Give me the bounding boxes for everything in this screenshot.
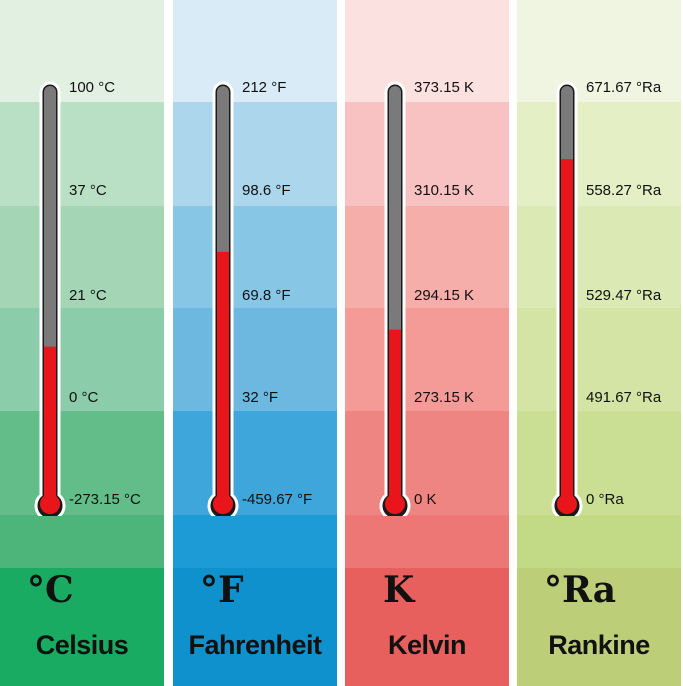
- fahrenheit-bulb: [213, 494, 233, 514]
- fahrenheit-color-band: [173, 515, 337, 568]
- rankine-color-band: [517, 206, 681, 308]
- fahrenheit-tick-label: 212 °F: [242, 79, 287, 96]
- rankine-scale-name: Rankine: [548, 630, 650, 660]
- kelvin-tick-label: 294.15 K: [414, 287, 475, 304]
- fahrenheit-column: 212 °F 98.6 °F 69.8 °F 32 °F -459.67 °F °F Fah…: [173, 0, 337, 686]
- celsius-color-band: [0, 568, 164, 686]
- rankine-tick-label: 491.67 °Ra: [586, 389, 662, 406]
- fahrenheit-unit-symbol: °F: [200, 569, 244, 611]
- kelvin-color-band: [345, 411, 509, 515]
- celsius-color-band: [0, 515, 164, 568]
- kelvin-tick-label: 273.15 K: [414, 389, 475, 406]
- kelvin-color-band: [345, 568, 509, 686]
- rankine-color-band: [517, 515, 681, 568]
- rankine-color-band: [517, 0, 681, 102]
- rankine-color-band: [517, 568, 681, 686]
- kelvin-scale-name: Kelvin: [387, 630, 467, 660]
- kelvin-thermometer: [379, 81, 411, 516]
- kelvin-color-band: [345, 308, 509, 411]
- fahrenheit-tick-label: 32 °F: [242, 389, 279, 406]
- fahrenheit-color-band: [173, 411, 337, 515]
- rankine-thermometer: [551, 81, 583, 516]
- rankine-unit-symbol: °Ra: [544, 569, 617, 611]
- rankine-column: 671.67 °Ra 558.27 °Ra 529.47 °Ra 491.67 °Ra…: [517, 0, 681, 686]
- kelvin-bulb: [385, 494, 405, 514]
- fahrenheit-color-band: [173, 568, 337, 686]
- celsius-color-band: [0, 308, 164, 411]
- rankine-tick-label: 558.27 °Ra: [586, 182, 662, 199]
- celsius-scale-name: Celsius: [35, 630, 129, 660]
- celsius-bulb: [40, 494, 60, 514]
- celsius-tick-label: 0 °C: [69, 389, 99, 406]
- celsius-tick-label: 21 °C: [69, 287, 107, 304]
- rankine-color-band: [517, 102, 681, 206]
- kelvin-color-band: [345, 102, 509, 206]
- kelvin-tick-label: 373.15 K: [414, 79, 475, 96]
- celsius-color-band: [0, 102, 164, 206]
- kelvin-color-band: [345, 206, 509, 308]
- fahrenheit-tick-label: 69.8 °F: [242, 287, 291, 304]
- celsius-mercury-level: [44, 346, 56, 504]
- kelvin-column: 373.15 K 310.15 K 294.15 K 273.15 K 0 K K Kelv…: [345, 0, 509, 686]
- fahrenheit-scale-name: Fahrenheit: [188, 630, 322, 660]
- celsius-tick-label: 37 °C: [69, 182, 107, 199]
- rankine-tick-label: 0 °Ra: [586, 491, 624, 508]
- fahrenheit-thermometer: [207, 81, 239, 516]
- rankine-mercury-level: [561, 159, 573, 504]
- celsius-unit-symbol: °C: [27, 569, 74, 611]
- rankine-color-band: [517, 308, 681, 411]
- celsius-color-band: [0, 0, 164, 102]
- fahrenheit-color-band: [173, 308, 337, 411]
- rankine-tick-label: 529.47 °Ra: [586, 287, 662, 304]
- fahrenheit-color-band: [173, 206, 337, 308]
- celsius-thermometer: [34, 81, 66, 516]
- kelvin-unit-symbol: K: [383, 569, 415, 611]
- celsius-tick-label: -273.15 °C: [69, 491, 141, 508]
- kelvin-tick-label: 0 K: [414, 491, 437, 508]
- rankine-bulb: [557, 494, 577, 514]
- celsius-tick-label: 100 °C: [69, 79, 116, 96]
- kelvin-color-band: [345, 515, 509, 568]
- fahrenheit-color-band: [173, 0, 337, 102]
- kelvin-mercury-level: [389, 329, 401, 504]
- celsius-color-band: [0, 411, 164, 515]
- rankine-tick-label: 671.67 °Ra: [586, 79, 662, 96]
- fahrenheit-tick-label: 98.6 °F: [242, 182, 291, 199]
- kelvin-color-band: [345, 0, 509, 102]
- rankine-color-band: [517, 411, 681, 515]
- fahrenheit-color-band: [173, 102, 337, 206]
- fahrenheit-tick-label: -459.67 °F: [242, 491, 313, 508]
- celsius-color-band: [0, 206, 164, 308]
- fahrenheit-mercury-level: [217, 251, 229, 504]
- kelvin-tick-label: 310.15 K: [414, 182, 475, 199]
- celsius-column: 100 °C 37 °C 21 °C 0 °C -273.15 °C °C Celsius: [0, 0, 164, 686]
